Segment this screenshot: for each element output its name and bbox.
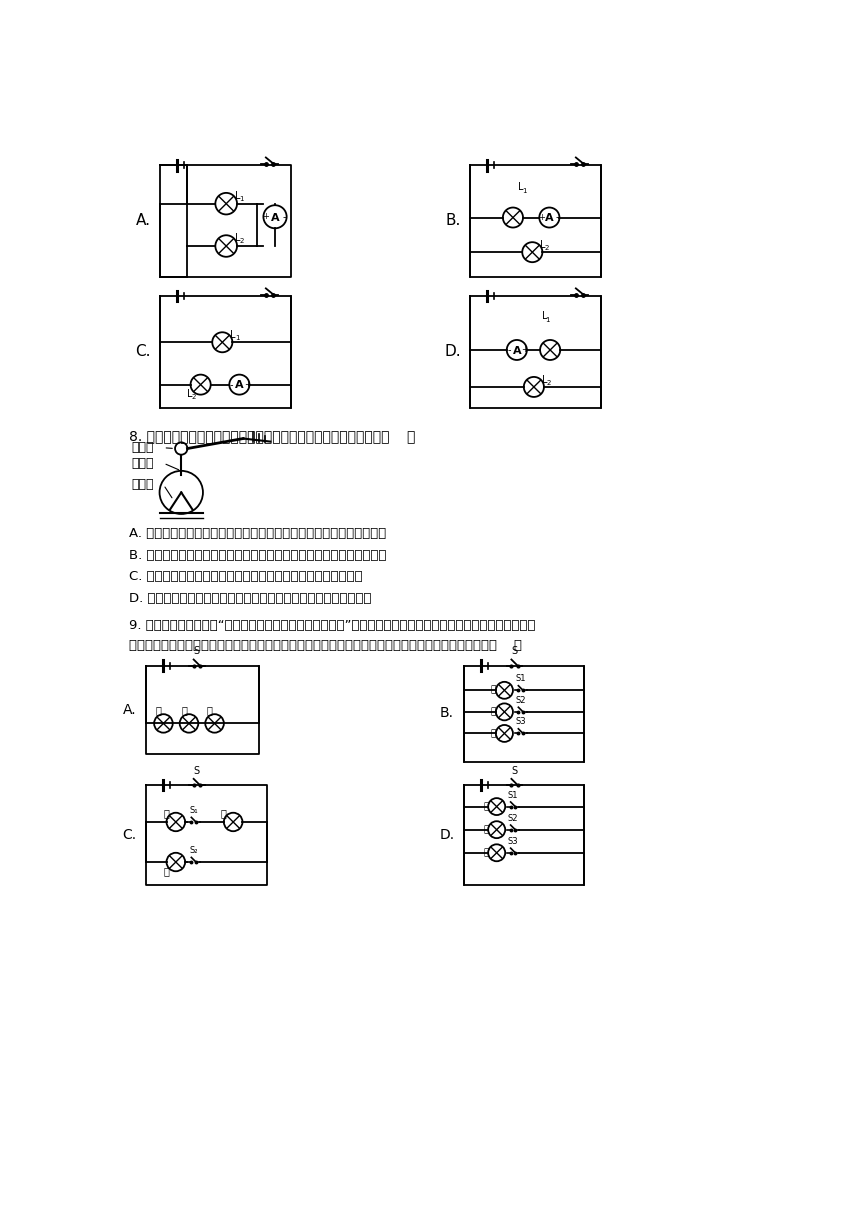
Text: A.: A. [136, 213, 151, 229]
Text: 拟路口的交通信号灯。要求红、绿、黄灯可独立发光，他设计了如图所示的电路图，其中符合要求的是（    ）: 拟路口的交通信号灯。要求红、绿、黄灯可独立发光，他设计了如图所示的电路图，其中符… [129, 640, 523, 653]
Text: S₁: S₁ [189, 806, 198, 815]
Text: C.: C. [135, 344, 151, 359]
Text: 金属箔: 金属箔 [131, 478, 153, 491]
Text: L: L [231, 331, 236, 340]
Text: 绿: 绿 [491, 686, 496, 694]
Text: D.: D. [445, 344, 461, 359]
Text: S: S [511, 766, 517, 776]
Text: 1: 1 [546, 317, 550, 323]
Text: L: L [542, 311, 547, 321]
Text: S: S [194, 647, 200, 657]
Text: 金属杆: 金属杆 [131, 457, 153, 469]
Text: 2: 2 [545, 246, 549, 252]
Text: C. 若带电体带正电荷，则验电器就有一部分电子转移到带电体上: C. 若带电体带正电荷，则验电器就有一部分电子转移到带电体上 [129, 570, 363, 584]
Text: L: L [541, 241, 546, 250]
Text: +: + [263, 213, 269, 221]
Text: 绿: 绿 [182, 705, 188, 715]
Text: D.: D. [439, 828, 455, 841]
Text: +: + [521, 345, 528, 355]
Text: C.: C. [122, 828, 136, 841]
Text: 黄: 黄 [483, 849, 488, 857]
Text: D. 若带电体带负电荷，则验电器就有一部分正电荷转移到带电体上: D. 若带电体带负电荷，则验电器就有一部分正电荷转移到带电体上 [129, 592, 372, 604]
Text: -: - [230, 379, 233, 389]
Text: 绿: 绿 [164, 866, 170, 877]
Text: 红: 红 [483, 803, 488, 811]
Text: +: + [538, 213, 545, 223]
Text: B.: B. [446, 213, 461, 229]
Text: A.: A. [122, 703, 136, 716]
Text: 1: 1 [239, 196, 244, 202]
Text: L: L [518, 182, 523, 192]
Text: S2: S2 [508, 814, 518, 823]
Text: S1: S1 [508, 790, 518, 800]
Text: S₂: S₂ [189, 846, 198, 855]
Text: -: - [507, 345, 511, 355]
Text: 黄: 黄 [207, 705, 213, 715]
Text: L: L [235, 191, 240, 201]
Text: B.: B. [440, 706, 454, 720]
Text: 绿: 绿 [483, 826, 488, 834]
Text: S2: S2 [516, 696, 526, 705]
Text: A: A [270, 213, 279, 223]
Text: 1: 1 [523, 188, 527, 193]
Text: 红: 红 [164, 809, 170, 818]
Text: 8. 如图所示，当带电体接触验电器的金属球时，下列说法正确的是（    ）: 8. 如图所示，当带电体接触验电器的金属球时，下列说法正确的是（ ） [129, 429, 416, 444]
Text: S3: S3 [516, 717, 526, 726]
Text: 2: 2 [547, 381, 551, 387]
Text: L: L [542, 375, 548, 385]
Text: S: S [511, 647, 517, 657]
Text: 金属球: 金属球 [131, 441, 153, 455]
Text: 黄: 黄 [491, 708, 496, 716]
Text: B. 若带电体带负电荷，则这些负电荷就通过金属杆全部转移到金属箔上: B. 若带电体带负电荷，则这些负电荷就通过金属杆全部转移到金属箔上 [129, 548, 387, 562]
Text: 红: 红 [491, 728, 496, 738]
Text: L: L [187, 389, 193, 399]
Text: 1: 1 [235, 336, 239, 342]
Text: S1: S1 [516, 675, 526, 683]
Text: 红: 红 [156, 705, 162, 715]
Text: A: A [235, 381, 244, 390]
Text: -: - [555, 213, 559, 223]
Text: A: A [545, 213, 554, 224]
Text: S3: S3 [508, 837, 518, 846]
Text: 黄: 黄 [221, 809, 226, 818]
Text: +: + [244, 381, 251, 389]
Text: A: A [512, 345, 521, 356]
Text: 2: 2 [239, 238, 244, 244]
Text: 9. 过交通路口时要遵守“红灯停、绿灯行、黄灯也要等一等”的规则，吉祥同学用小灯泡、电池、开关和导线来模: 9. 过交通路口时要遵守“红灯停、绿灯行、黄灯也要等一等”的规则，吉祥同学用小灯… [129, 619, 536, 632]
Text: -: - [282, 212, 286, 221]
Text: L: L [235, 233, 240, 243]
Text: A. 若带电体带正电荷，则这些正电荷就通过金属杆全部转移到金属箔上: A. 若带电体带正电荷，则这些正电荷就通过金属杆全部转移到金属箔上 [129, 527, 387, 540]
Text: S: S [194, 766, 200, 776]
Text: 2: 2 [191, 394, 195, 400]
